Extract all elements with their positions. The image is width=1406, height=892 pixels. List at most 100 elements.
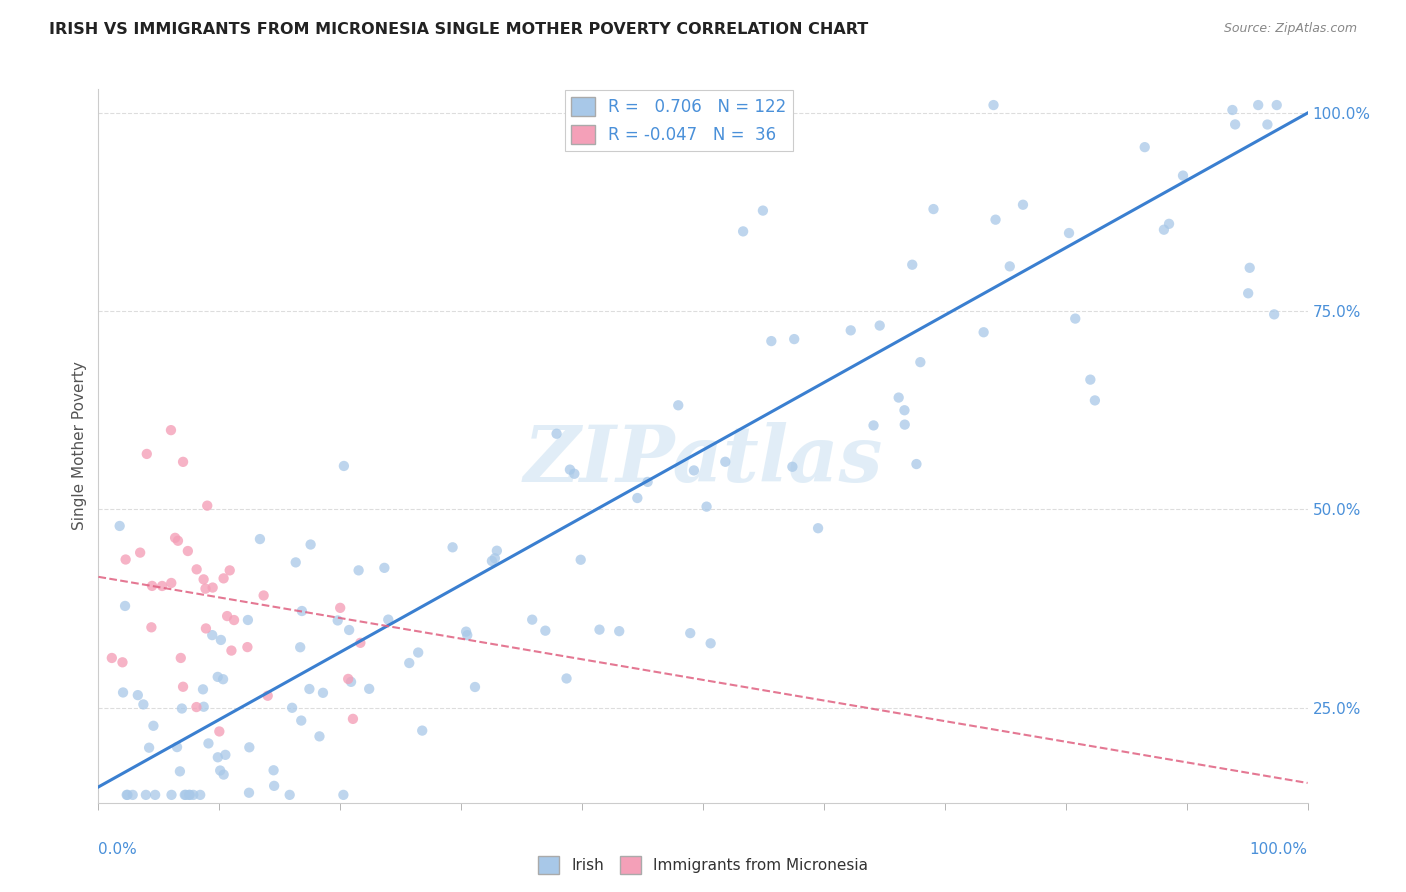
Point bbox=[588, 623, 610, 637]
Point bbox=[186, 562, 208, 576]
Point bbox=[207, 750, 229, 764]
Point bbox=[998, 260, 1021, 274]
Point bbox=[209, 764, 232, 778]
Point bbox=[290, 640, 312, 655]
Point bbox=[170, 651, 193, 665]
Point bbox=[167, 533, 190, 548]
Point bbox=[179, 788, 201, 802]
Point bbox=[1263, 307, 1285, 321]
Text: 100.0%: 100.0% bbox=[1250, 842, 1308, 856]
Point bbox=[1222, 103, 1244, 117]
Point bbox=[281, 700, 304, 714]
Point bbox=[679, 626, 702, 640]
Point bbox=[558, 462, 581, 476]
Point bbox=[169, 764, 191, 779]
Point bbox=[209, 632, 232, 647]
Point bbox=[456, 624, 478, 639]
Point bbox=[456, 628, 478, 642]
Point bbox=[172, 680, 194, 694]
Text: Source: ZipAtlas.com: Source: ZipAtlas.com bbox=[1223, 22, 1357, 36]
Point bbox=[893, 403, 915, 417]
Point bbox=[212, 672, 235, 686]
Point bbox=[1265, 98, 1288, 112]
Text: ZIPatlas: ZIPatlas bbox=[523, 422, 883, 499]
Point bbox=[111, 655, 134, 669]
Point bbox=[839, 323, 862, 337]
Point bbox=[174, 788, 197, 802]
Point bbox=[194, 582, 217, 596]
Point bbox=[256, 689, 278, 703]
Point bbox=[177, 788, 200, 802]
Point bbox=[114, 552, 136, 566]
Point bbox=[326, 614, 349, 628]
Point bbox=[901, 258, 924, 272]
Legend: Irish, Immigrants from Micronesia: Irish, Immigrants from Micronesia bbox=[531, 850, 875, 880]
Point bbox=[170, 701, 193, 715]
Point bbox=[782, 459, 804, 474]
Point bbox=[862, 418, 884, 433]
Point bbox=[141, 579, 163, 593]
Point bbox=[1064, 311, 1087, 326]
Point bbox=[342, 712, 364, 726]
Point bbox=[332, 788, 354, 802]
Point bbox=[910, 355, 932, 369]
Point bbox=[208, 724, 231, 739]
Point bbox=[464, 680, 486, 694]
Point bbox=[398, 656, 420, 670]
Point bbox=[406, 646, 429, 660]
Point bbox=[1171, 169, 1194, 183]
Point bbox=[221, 643, 243, 657]
Point bbox=[191, 682, 214, 697]
Point bbox=[411, 723, 433, 738]
Point bbox=[177, 544, 200, 558]
Point bbox=[201, 628, 224, 642]
Point bbox=[263, 779, 285, 793]
Point bbox=[1133, 140, 1156, 154]
Point bbox=[172, 455, 194, 469]
Point bbox=[238, 786, 260, 800]
Point bbox=[284, 555, 307, 569]
Point bbox=[117, 788, 139, 802]
Point bbox=[129, 546, 152, 560]
Point bbox=[115, 788, 138, 802]
Point bbox=[214, 747, 236, 762]
Point bbox=[1157, 217, 1180, 231]
Point bbox=[783, 332, 806, 346]
Point bbox=[194, 622, 217, 636]
Point bbox=[683, 463, 706, 477]
Point bbox=[564, 467, 586, 481]
Point bbox=[340, 674, 363, 689]
Point bbox=[121, 788, 143, 802]
Point bbox=[1084, 393, 1107, 408]
Text: 0.0%: 0.0% bbox=[98, 842, 138, 856]
Point bbox=[278, 788, 301, 802]
Point bbox=[484, 551, 506, 566]
Point bbox=[984, 212, 1007, 227]
Point bbox=[485, 543, 508, 558]
Point bbox=[761, 334, 783, 348]
Point bbox=[312, 686, 335, 700]
Point bbox=[359, 681, 381, 696]
Point bbox=[869, 318, 891, 333]
Point bbox=[218, 563, 240, 577]
Point bbox=[193, 699, 215, 714]
Point bbox=[236, 613, 259, 627]
Point bbox=[893, 417, 915, 432]
Point bbox=[160, 788, 183, 802]
Point bbox=[290, 714, 312, 728]
Point bbox=[108, 519, 131, 533]
Text: IRISH VS IMMIGRANTS FROM MICRONESIA SINGLE MOTHER POVERTY CORRELATION CHART: IRISH VS IMMIGRANTS FROM MICRONESIA SING… bbox=[49, 22, 869, 37]
Point bbox=[112, 685, 135, 699]
Point bbox=[160, 576, 183, 591]
Point bbox=[201, 581, 224, 595]
Point bbox=[329, 600, 352, 615]
Point bbox=[555, 672, 578, 686]
Legend: R =   0.706   N = 122, R = -0.047   N =  36: R = 0.706 N = 122, R = -0.047 N = 36 bbox=[565, 90, 793, 151]
Point bbox=[699, 636, 721, 650]
Point bbox=[333, 458, 356, 473]
Point bbox=[887, 391, 910, 405]
Point bbox=[183, 788, 205, 802]
Point bbox=[714, 455, 737, 469]
Point bbox=[546, 426, 568, 441]
Point bbox=[141, 620, 163, 634]
